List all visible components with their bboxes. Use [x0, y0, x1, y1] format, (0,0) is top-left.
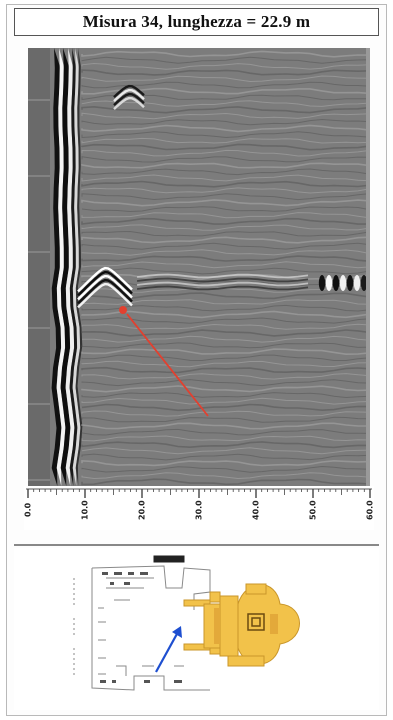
- scale-label: 0.0: [24, 502, 33, 518]
- radargram-image: [28, 48, 370, 486]
- plan-arrow-icon: [155, 626, 182, 673]
- floor-plan-svg: [73, 555, 300, 691]
- distance-scale: 0.0 10.0 20.0 30.0 40.0 50.0 60.0: [24, 486, 374, 530]
- scale-label: 50.0: [308, 500, 318, 520]
- floor-plan-image: [14, 548, 379, 710]
- scale-label: 20.0: [137, 500, 147, 520]
- figure-title: Misura 34, lunghezza = 22.9 m: [82, 12, 311, 31]
- scale-label: 30.0: [194, 500, 204, 520]
- radargram-arrow-icon: [119, 306, 209, 417]
- radargram-svg: [28, 48, 370, 486]
- scale-label: 60.0: [365, 500, 375, 520]
- section-divider: [14, 544, 379, 546]
- scale-label: 10.0: [80, 500, 90, 520]
- title-box: Misura 34, lunghezza = 22.9 m: [14, 8, 379, 36]
- scale-label: 40.0: [251, 500, 261, 520]
- scale-ruler: [26, 488, 372, 498]
